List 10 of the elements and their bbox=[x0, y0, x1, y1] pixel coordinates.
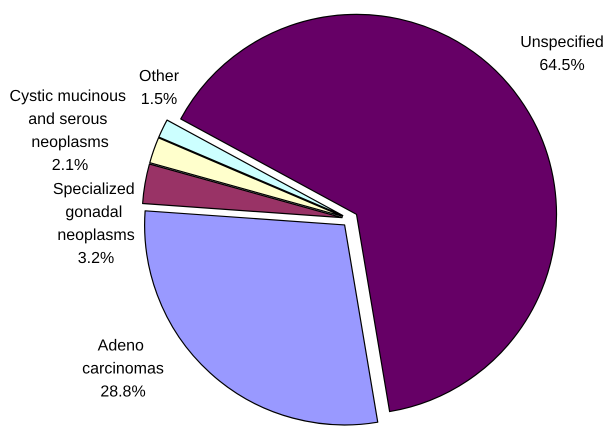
slice-label: Specialized gonadal neoplasms bbox=[52, 181, 140, 244]
data-label: 28.8% bbox=[100, 384, 146, 400]
slice-label: Cystic mucinous and serous neoplasms bbox=[10, 88, 130, 151]
data-label: 3.2% bbox=[78, 250, 114, 267]
data-label: 64.5% bbox=[539, 57, 585, 74]
data-label: 2.1% bbox=[52, 157, 88, 174]
slice-label: Adeno carcinomas bbox=[82, 338, 164, 378]
data-label: 1.5% bbox=[140, 91, 178, 108]
slice-label: Unspecified bbox=[520, 34, 604, 51]
slice-label: Other bbox=[138, 68, 180, 85]
